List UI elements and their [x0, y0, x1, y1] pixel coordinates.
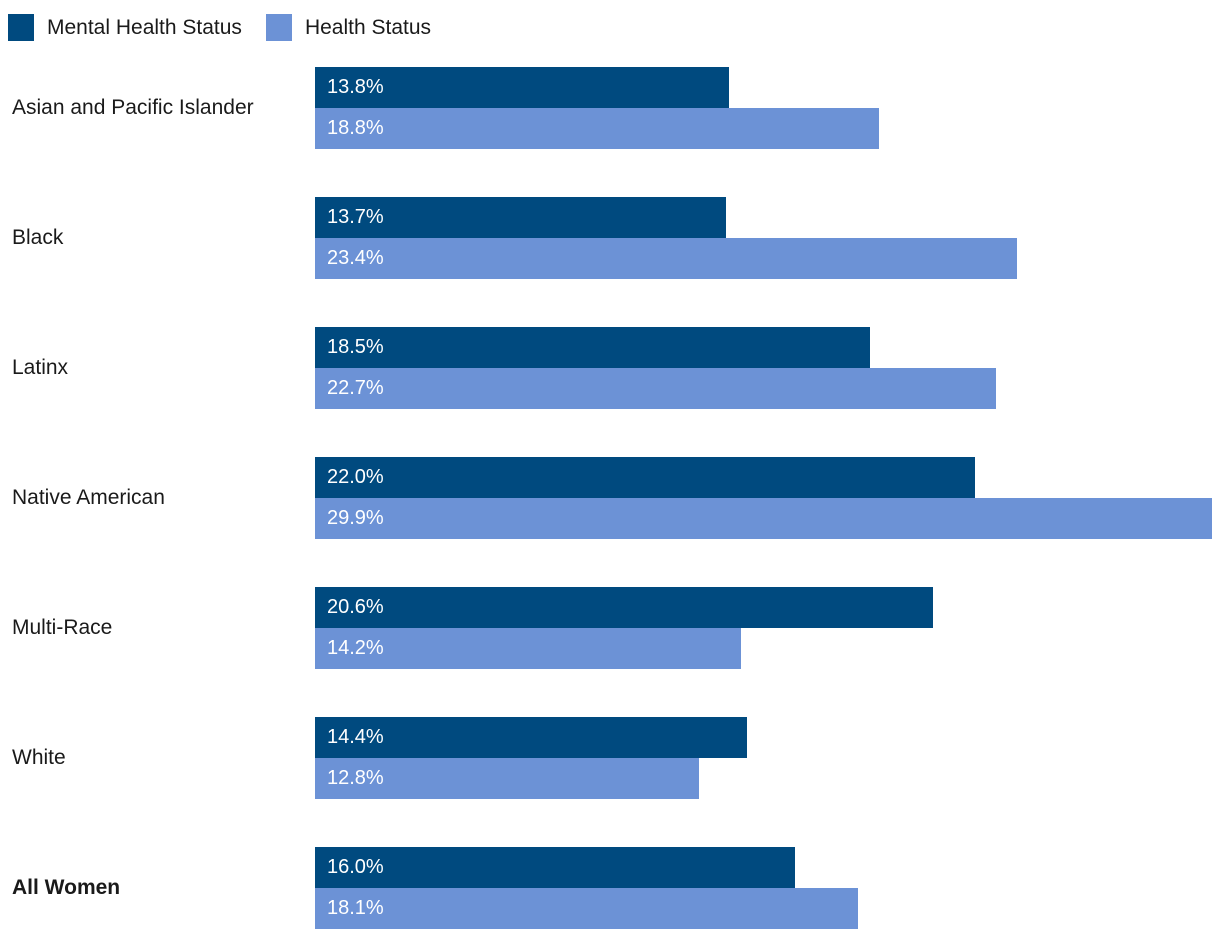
bar-mental-health-status: 14.4% — [315, 717, 747, 758]
bar-health-status: 29.9% — [315, 498, 1212, 539]
legend-item-mental-health-status: Mental Health Status — [8, 14, 242, 41]
bar-value-label: 18.8% — [327, 117, 384, 139]
bar-group: 18.5% 22.7% — [315, 327, 1212, 409]
bar-mental-health-status: 18.5% — [315, 327, 870, 368]
chart-row: Native American 22.0% 29.9% — [0, 457, 1220, 539]
bar-value-label: 14.4% — [327, 726, 384, 748]
bar-value-label: 23.4% — [327, 247, 384, 269]
bar-group: 13.7% 23.4% — [315, 197, 1212, 279]
bar-health-status: 18.1% — [315, 888, 858, 929]
bar-group: 13.8% 18.8% — [315, 67, 1212, 149]
category-label: Asian and Pacific Islander — [12, 96, 254, 119]
category-label: White — [12, 746, 66, 769]
chart-row: Multi-Race 20.6% 14.2% — [0, 587, 1220, 669]
bar-value-label: 12.8% — [327, 767, 384, 789]
category-label: Black — [12, 226, 64, 249]
bar-mental-health-status: 20.6% — [315, 587, 933, 628]
legend-label-mental-health-status: Mental Health Status — [47, 16, 242, 39]
category-label: Native American — [12, 486, 165, 509]
bar-value-label: 22.0% — [327, 466, 384, 488]
chart-row: White 14.4% 12.8% — [0, 717, 1220, 799]
bar-value-label: 20.6% — [327, 596, 384, 618]
bar-value-label: 16.0% — [327, 856, 384, 878]
chart-row: All Women 16.0% 18.1% — [0, 847, 1220, 929]
bar-group: 14.4% 12.8% — [315, 717, 1212, 799]
bar-mental-health-status: 22.0% — [315, 457, 975, 498]
legend: Mental Health Status Health Status — [8, 14, 431, 41]
bar-value-label: 18.5% — [327, 336, 384, 358]
bar-value-label: 13.8% — [327, 76, 384, 98]
bar-value-label: 18.1% — [327, 897, 384, 919]
bar-health-status: 14.2% — [315, 628, 741, 669]
category-label: All Women — [12, 876, 121, 899]
chart-row: Black 13.7% 23.4% — [0, 197, 1220, 279]
bar-value-label: 29.9% — [327, 507, 384, 529]
chart-row: Latinx 18.5% 22.7% — [0, 327, 1220, 409]
bar-health-status: 12.8% — [315, 758, 699, 799]
bar-mental-health-status: 16.0% — [315, 847, 795, 888]
bar-value-label: 22.7% — [327, 377, 384, 399]
legend-swatch-health-status-icon — [265, 14, 292, 41]
chart-row: Asian and Pacific Islander 13.8% 18.8% — [0, 67, 1220, 149]
bar-group: 22.0% 29.9% — [315, 457, 1212, 539]
bar-group: 20.6% 14.2% — [315, 587, 1212, 669]
bar-group: 16.0% 18.1% — [315, 847, 1212, 929]
legend-item-health-status: Health Status — [265, 14, 432, 41]
bar-mental-health-status: 13.8% — [315, 67, 729, 108]
bar-health-status: 18.8% — [315, 108, 879, 149]
chart-rows: Asian and Pacific Islander 13.8% 18.8% Blac… — [0, 67, 1220, 929]
category-label: Latinx — [12, 356, 69, 379]
bar-health-status: 23.4% — [315, 238, 1017, 279]
bar-health-status: 22.7% — [315, 368, 996, 409]
legend-label-health-status: Health Status — [304, 16, 432, 39]
legend-swatch-mental-health-status-icon — [8, 14, 34, 41]
bar-mental-health-status: 13.7% — [315, 197, 726, 238]
category-label: Multi-Race — [12, 616, 113, 639]
bar-value-label: 13.7% — [327, 206, 384, 228]
bar-value-label: 14.2% — [327, 637, 384, 659]
